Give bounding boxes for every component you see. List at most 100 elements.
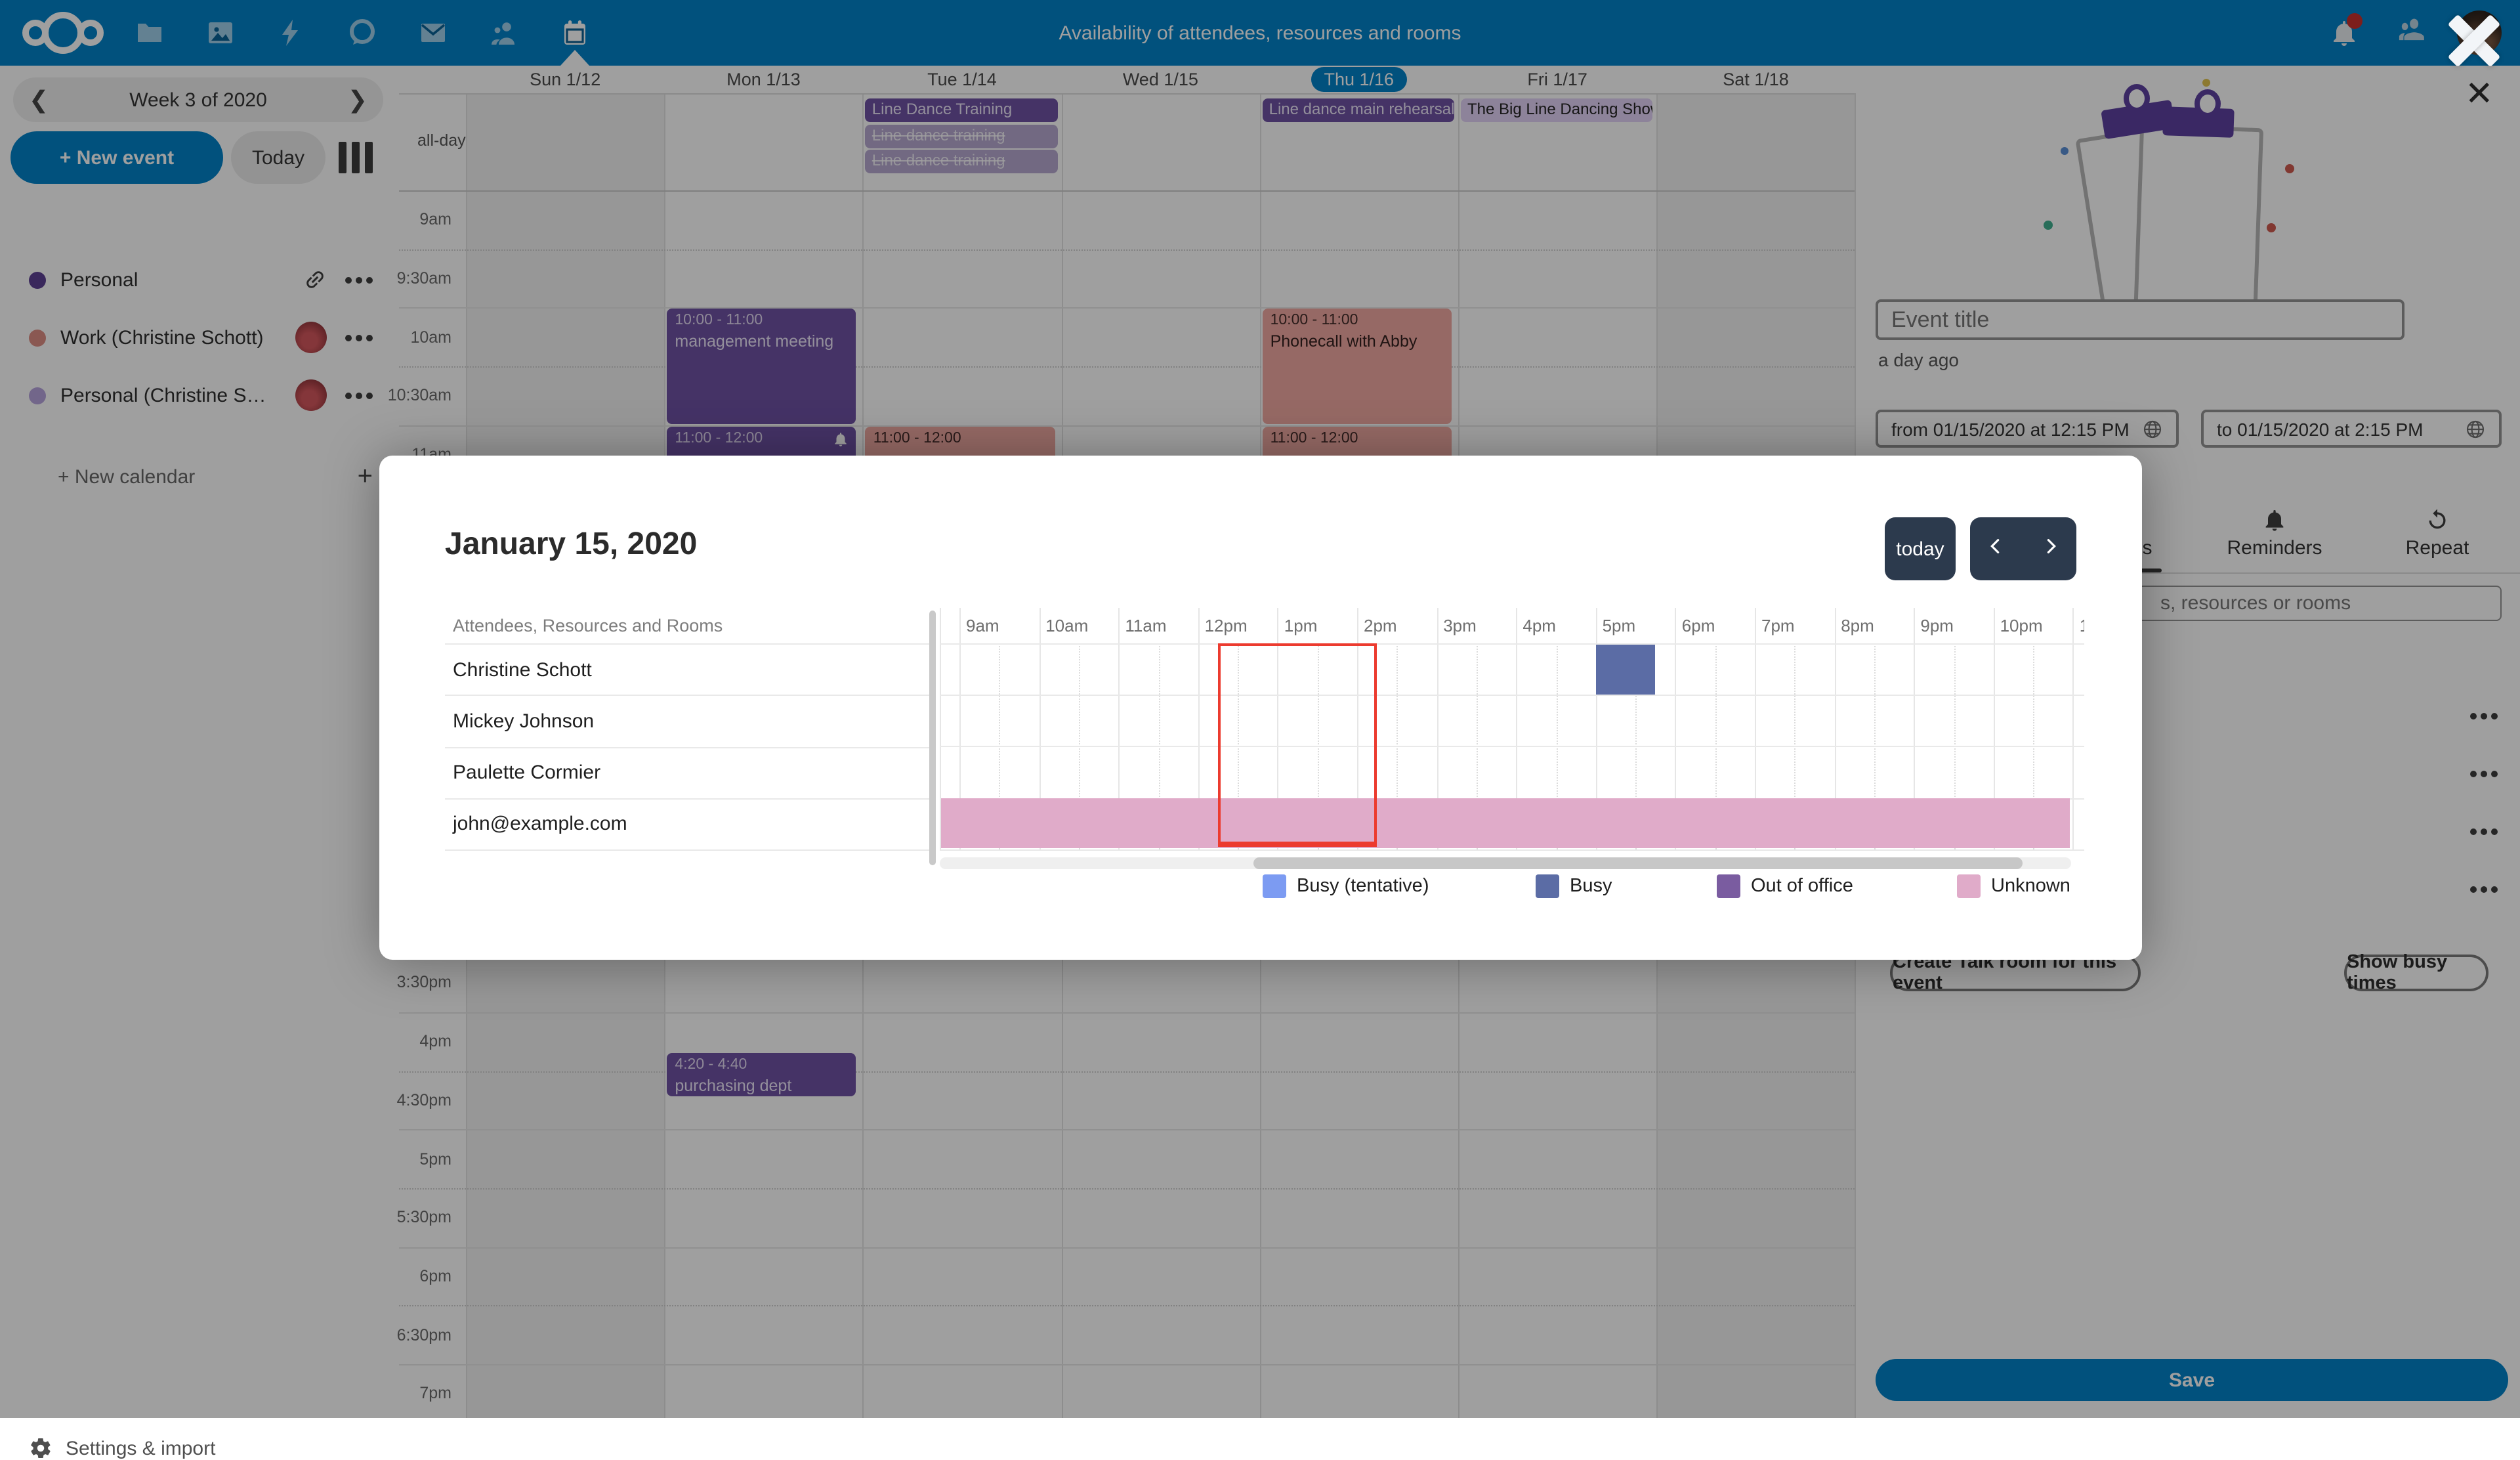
attendee-name: Paulette Cormier <box>453 761 601 784</box>
calendar-color-dot <box>29 329 46 346</box>
grid-row-border <box>940 746 2084 748</box>
day-header[interactable]: Fri 1/17 <box>1527 70 1587 89</box>
tab-repeat[interactable]: Repeat <box>2372 507 2503 559</box>
event-time: 11:00 - 12:00 <box>675 430 763 446</box>
day-header[interactable]: Tue 1/14 <box>927 70 997 89</box>
grid-time-label: 10pm <box>2000 616 2043 635</box>
sidebar-calendar-item[interactable]: Work (Christine Schott) <box>0 309 399 366</box>
confetti <box>2267 223 2276 232</box>
event-from-input[interactable]: from 01/15/2020 at 12:15 PM <box>1876 410 2179 448</box>
time-gutter-label: 5:30pm <box>396 1208 452 1227</box>
mail-app-icon[interactable] <box>415 14 452 51</box>
sidebar-calendar-item[interactable]: Personal <box>0 251 399 309</box>
event-time: 11:00 - 12:00 <box>1270 430 1358 446</box>
legend-swatch <box>1536 874 1559 898</box>
save-button[interactable]: Save <box>1876 1359 2508 1401</box>
grid-hour-line <box>1357 608 1358 849</box>
modal-prev-day-button[interactable] <box>1970 535 2023 563</box>
attendee-row-menu[interactable] <box>2470 771 2498 777</box>
modal-today-button[interactable]: today <box>1885 517 1956 580</box>
activity-app-icon[interactable] <box>273 14 310 51</box>
confetti <box>2044 221 2053 230</box>
grid-hour-line <box>1595 608 1597 849</box>
calendar-actions-menu[interactable] <box>345 276 373 283</box>
legend-swatch <box>1957 874 1981 898</box>
hour-line <box>399 1012 1855 1014</box>
allday-event[interactable]: The Big Line Dancing Show <box>1461 98 1653 122</box>
previous-week-button[interactable]: ❮ <box>29 87 49 113</box>
tab-reminders[interactable]: Reminders <box>2209 507 2340 559</box>
contacts-menu-icon[interactable] <box>2391 12 2426 53</box>
names-row-border <box>445 695 929 697</box>
attendee-row-menu[interactable] <box>2470 713 2498 719</box>
tabs-divider <box>1864 572 2520 574</box>
allday-event[interactable]: Line dance training <box>865 124 1058 148</box>
timed-event[interactable]: 10:00 - 11:00 management meeting <box>667 309 856 424</box>
day-header[interactable]: Mon 1/13 <box>726 70 801 89</box>
horizontal-scrollbar-thumb[interactable] <box>1253 857 2023 869</box>
settings-import-label: Settings & import <box>66 1437 216 1459</box>
hour-line <box>399 1364 1855 1365</box>
today-button[interactable]: Today <box>231 131 326 184</box>
attendee-row-menu[interactable] <box>2470 828 2498 835</box>
time-gutter-label: 7pm <box>419 1384 452 1403</box>
files-app-icon[interactable] <box>131 14 168 51</box>
timed-event[interactable]: 10:00 - 11:00 Phonecall with Abby <box>1262 309 1452 424</box>
photos-app-icon[interactable] <box>202 14 239 51</box>
globe-icon[interactable] <box>2142 418 2163 439</box>
legend-swatch <box>1263 874 1286 898</box>
page-title: Availability of attendees, resources and… <box>1059 22 1461 44</box>
calendar-owner-avatar <box>295 379 327 411</box>
week-navigation: ❮ Week 3 of 2020 ❯ <box>13 77 383 122</box>
modified-time-label: a day ago <box>1878 349 1959 370</box>
notification-badge <box>2347 13 2362 29</box>
globe-icon[interactable] <box>2465 418 2486 439</box>
day-header[interactable]: Wed 1/15 <box>1122 70 1198 89</box>
day-header[interactable]: Sun 1/12 <box>530 70 601 89</box>
grid-row-border <box>940 643 2084 645</box>
next-week-button[interactable]: ❯ <box>347 87 368 113</box>
grid-time-label: 9am <box>966 616 999 635</box>
view-toggle-icon[interactable] <box>339 142 373 173</box>
calendar-actions-menu[interactable] <box>345 392 373 398</box>
attendee-row-menu[interactable] <box>2470 886 2498 893</box>
day-header[interactable]: Sat 1/18 <box>1723 70 1789 89</box>
share-link-icon[interactable] <box>299 263 332 297</box>
grid-time-label: 9pm <box>1920 616 1954 635</box>
availability-grid[interactable]: 9am 10am 11am 12pm 1pm 2pm 3pm 4pm 5pm 6pm 7pm 8pm 9… <box>940 608 2084 876</box>
allday-event[interactable]: Line dance training <box>865 150 1058 174</box>
busy-block <box>1595 644 1656 695</box>
calendar-app-icon[interactable] <box>556 14 593 51</box>
new-event-button[interactable]: + New event <box>10 131 223 184</box>
legend-label: Out of office <box>1751 876 1853 897</box>
modal-next-day-button[interactable] <box>2023 535 2076 563</box>
new-calendar-button[interactable]: + New calendar + <box>58 462 373 490</box>
logo-circle-right <box>77 20 104 46</box>
tab-label: Repeat <box>2405 537 2469 559</box>
allday-event[interactable]: Line dance main rehearsal <box>1262 98 1454 122</box>
hour-line <box>399 1247 1855 1249</box>
allday-event[interactable]: Line Dance Training <box>865 98 1058 122</box>
grid-hour-line <box>1198 608 1200 849</box>
notifications-bell-icon[interactable] <box>2328 13 2362 49</box>
talk-app-icon[interactable] <box>344 14 381 51</box>
allday-border <box>399 190 1855 192</box>
timed-event[interactable]: 4:20 - 4:40 purchasing dept <box>667 1052 856 1096</box>
event-time: 4:20 - 4:40 <box>675 1056 747 1073</box>
contacts-app-icon[interactable] <box>486 14 522 51</box>
calendar-color-dot <box>29 271 46 288</box>
sidebar-calendar-item[interactable]: Personal (Christine Scho…) <box>0 366 399 424</box>
calendar-actions-menu[interactable] <box>345 334 373 341</box>
half-hour-line <box>399 249 1855 251</box>
names-row-border <box>445 849 929 851</box>
event-to-input[interactable]: to 01/15/2020 at 2:15 PM <box>2201 410 2502 448</box>
grid-vertical-scrollbar[interactable] <box>929 611 936 865</box>
close-panel-icon[interactable]: ✕ <box>2465 74 2494 113</box>
event-time: 11:00 - 12:00 <box>873 430 961 446</box>
day-header[interactable]: Thu 1/16 <box>1260 66 1458 93</box>
settings-import-button[interactable]: Settings & import <box>29 1436 215 1460</box>
attendee-search-placeholder: s, resources or rooms <box>2160 592 2351 614</box>
grid-time-label: 7pm <box>1761 616 1795 635</box>
nextcloud-logo[interactable] <box>21 11 105 55</box>
event-title-input[interactable]: Event title <box>1876 299 2404 340</box>
